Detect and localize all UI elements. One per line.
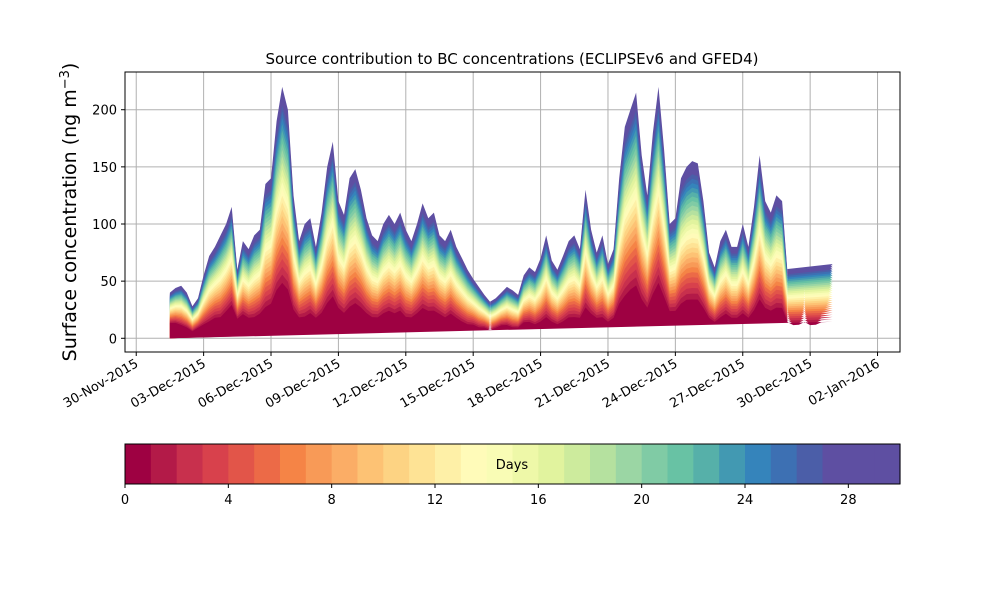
x-tick-label: 24-Dec-2015 bbox=[600, 356, 680, 411]
colorbar-swatch bbox=[641, 444, 669, 484]
chart-title: Source contribution to BC concentrations… bbox=[265, 50, 758, 68]
colorbar-tick-label: 28 bbox=[840, 493, 857, 508]
y-axis-label-exponent: −3 bbox=[58, 70, 73, 89]
x-tick-label: 30-Nov-2015 bbox=[61, 356, 141, 411]
colorbar-swatch bbox=[770, 444, 798, 484]
colorbar-tick-label: 16 bbox=[530, 493, 547, 508]
colorbar-swatch bbox=[202, 444, 229, 484]
y-axis-label-close: ) bbox=[59, 63, 81, 70]
colorbar-swatch bbox=[409, 444, 436, 484]
colorbar-tick-label: 24 bbox=[737, 493, 754, 508]
colorbar-swatch bbox=[460, 444, 488, 484]
plot-frame bbox=[124, 71, 901, 353]
colorbar-label: Days bbox=[496, 458, 529, 473]
colorbar-tick-label: 8 bbox=[328, 493, 336, 508]
area-layer-day-0 bbox=[169, 282, 833, 339]
colorbar-swatch bbox=[280, 444, 307, 484]
colorbar-swatch bbox=[538, 444, 565, 484]
colorbar-swatch bbox=[564, 444, 591, 484]
x-tick-label: 06-Dec-2015 bbox=[196, 356, 276, 411]
y-axis-label-main: Surface concentration (ng m bbox=[59, 89, 81, 361]
x-tick-label: 09-Dec-2015 bbox=[263, 356, 343, 411]
x-tick-label: 18-Dec-2015 bbox=[465, 356, 545, 411]
colorbar-tick-label: 0 bbox=[121, 493, 129, 508]
y-tick-label: 0 bbox=[109, 332, 117, 347]
x-tick-label: 30-Dec-2015 bbox=[735, 356, 815, 411]
colorbar-swatch bbox=[383, 444, 410, 484]
colorbar-swatch bbox=[822, 444, 849, 484]
x-tick-label: 12-Dec-2015 bbox=[330, 356, 410, 411]
colorbar-swatch bbox=[486, 444, 514, 484]
colorbar-swatch bbox=[305, 444, 333, 484]
colorbar-tick-label: 12 bbox=[427, 493, 444, 508]
colorbar-ticks: 0 4 8 12 16 20 24 28 bbox=[121, 484, 857, 508]
colorbar-swatch bbox=[590, 444, 617, 484]
y-axis-ticks: 0 50 100 150 200 bbox=[92, 104, 125, 347]
colorbar-swatch bbox=[150, 444, 178, 484]
colorbar-tick-label: 4 bbox=[224, 493, 232, 508]
colorbar-swatch bbox=[745, 444, 772, 484]
x-tick-label: 02-Jan-2016 bbox=[806, 356, 883, 409]
colorbar-swatch bbox=[719, 444, 746, 484]
y-tick-label: 200 bbox=[92, 104, 117, 119]
colorbar-frame bbox=[124, 443, 901, 485]
colorbar-swatch bbox=[435, 444, 462, 484]
x-axis-ticks: 30-Nov-201503-Dec-201506-Dec-201509-Dec-… bbox=[61, 352, 883, 412]
colorbar-swatch bbox=[848, 444, 875, 484]
colorbar-swatch bbox=[228, 444, 255, 484]
colorbar-swatch bbox=[357, 444, 384, 484]
colorbar-swatch bbox=[331, 444, 359, 484]
y-tick-label: 50 bbox=[100, 275, 117, 290]
x-tick-label: 15-Dec-2015 bbox=[398, 356, 478, 411]
x-tick-label: 27-Dec-2015 bbox=[667, 356, 747, 411]
colorbar bbox=[125, 444, 901, 484]
colorbar-tick-label: 20 bbox=[633, 493, 650, 508]
y-tick-label: 100 bbox=[92, 218, 117, 233]
colorbar-swatch bbox=[512, 444, 539, 484]
stacked-area-series bbox=[169, 86, 833, 339]
y-axis-label: Surface concentration (ng m−3) bbox=[58, 63, 81, 362]
x-tick-label: 03-Dec-2015 bbox=[128, 356, 208, 411]
colorbar-swatch bbox=[796, 444, 824, 484]
colorbar-swatch bbox=[693, 444, 720, 484]
x-tick-label: 21-Dec-2015 bbox=[533, 356, 613, 411]
colorbar-swatch bbox=[667, 444, 694, 484]
colorbar-swatch bbox=[874, 444, 901, 484]
colorbar-swatch bbox=[615, 444, 643, 484]
y-tick-label: 150 bbox=[92, 161, 117, 176]
colorbar-swatch bbox=[125, 444, 152, 484]
colorbar-swatch bbox=[254, 444, 281, 484]
colorbar-swatch bbox=[176, 444, 204, 484]
